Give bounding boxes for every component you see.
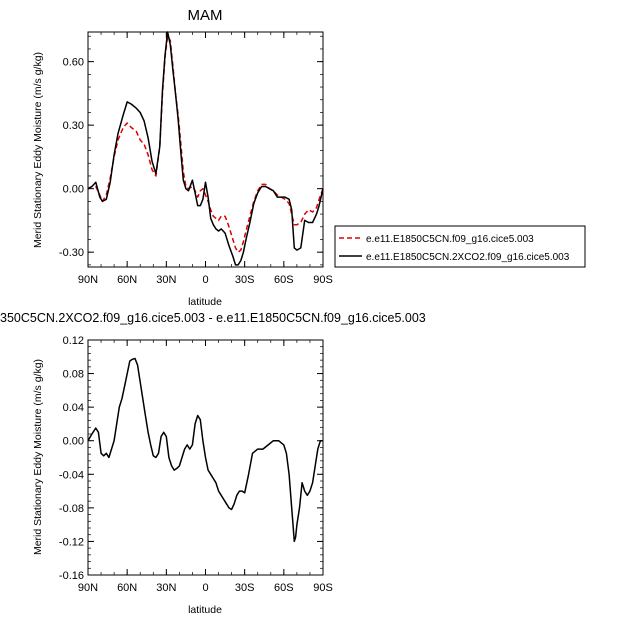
bottom-series-line-1 — [87, 357, 323, 543]
top-x-tick-label: 30S — [235, 274, 255, 286]
top-plot-frame — [87, 31, 324, 268]
top-x-tick-label: 90N — [78, 274, 98, 286]
bottom-panel: 350C5CN.2XCO2.f09_g16.cice5.003 - e.e11.… — [0, 311, 426, 616]
top-x-tick-label: 0 — [202, 274, 208, 286]
top-y-axis-label: Merid Stationary Eddy Moisture (m/s g/kg… — [32, 52, 44, 248]
top-y-tick-label: -0.30 — [59, 247, 84, 259]
bottom-y-ticks: -0.16 -0.12 -0.08 -0.04 0.00 0.04 0.08 0.12 — [59, 335, 323, 582]
top-legend: e.e11.E1850C5CN.f09_g16.cice5.003 e.e11.… — [334, 225, 586, 268]
legend-box — [334, 225, 586, 268]
bottom-y-tick-label: -0.04 — [59, 469, 84, 481]
legend-label-series-1: e.e11.E1850C5CN.f09_g16.cice5.003 — [366, 234, 534, 245]
top-x-tick-label: 30N — [156, 274, 176, 286]
bottom-x-tick-label: 60S — [274, 582, 294, 594]
top-y-tick-label: 0.30 — [63, 120, 84, 132]
bottom-x-axis-label: latitude — [188, 604, 222, 616]
top-series-lines — [87, 31, 324, 266]
top-chart-title: MAM — [188, 7, 223, 24]
top-series-line-2 — [87, 31, 324, 266]
top-x-axis-label: latitude — [188, 296, 222, 308]
top-y-ticks: -0.30 0.00 0.30 0.60 — [59, 35, 323, 266]
top-x-tick-label: 90S — [313, 274, 333, 286]
legend-label-series-2: e.e11.E1850C5CN.2XCO2.f09_g16.cice5.003 — [366, 252, 570, 263]
bottom-y-axis-label: Merid Stationary Eddy Moisture (m/s g/kg… — [32, 359, 44, 555]
bottom-chart-title: 350C5CN.2XCO2.f09_g16.cice5.003 - e.e11.… — [0, 311, 426, 325]
top-x-tick-label: 60S — [274, 274, 294, 286]
bottom-series-lines — [87, 357, 323, 543]
top-series-line-1 — [87, 35, 324, 253]
bottom-x-tick-label: 0 — [202, 582, 208, 594]
bottom-y-tick-label: -0.08 — [59, 503, 84, 515]
bottom-x-tick-label: 90S — [313, 582, 333, 594]
bottom-y-tick-label: -0.16 — [59, 570, 84, 582]
bottom-y-tick-label: 0.00 — [63, 436, 84, 448]
bottom-x-tick-label: 30S — [235, 582, 255, 594]
bottom-x-tick-label: 90N — [78, 582, 98, 594]
top-y-tick-label: 0.00 — [63, 184, 84, 196]
bottom-y-tick-label: 0.04 — [63, 402, 84, 414]
bottom-x-tick-label: 60N — [117, 582, 137, 594]
top-y-tick-label: 0.60 — [63, 57, 84, 69]
bottom-y-tick-label: 0.12 — [63, 335, 84, 347]
bottom-x-ticks: 90N 60N 30N 0 30S 60S 90S — [78, 340, 333, 594]
bottom-y-tick-label: -0.12 — [59, 536, 84, 548]
top-x-tick-label: 60N — [117, 274, 137, 286]
bottom-y-tick-label: 0.08 — [63, 369, 84, 381]
top-panel: MAM Merid Stationary Eddy Moisture (m/s … — [32, 7, 333, 308]
bottom-plot-frame — [87, 339, 324, 576]
bottom-x-tick-label: 30N — [156, 582, 176, 594]
